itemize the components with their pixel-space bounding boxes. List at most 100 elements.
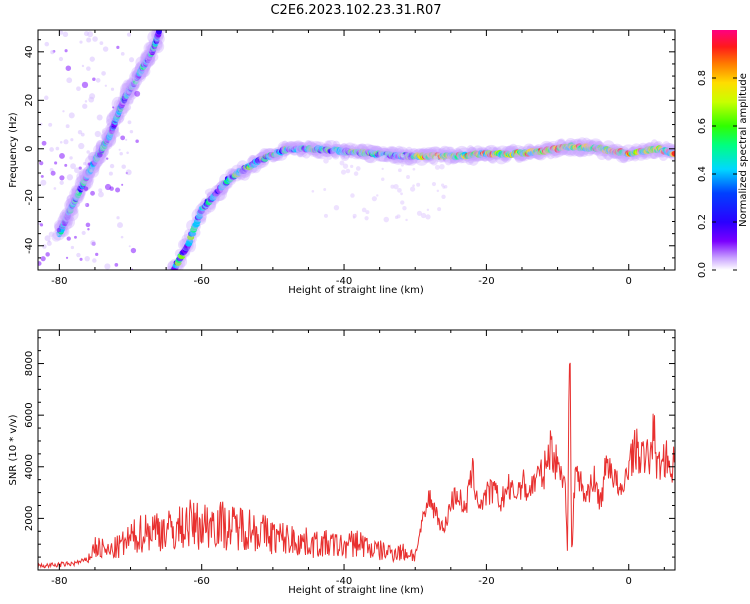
speckle-dot: [81, 81, 89, 89]
speckle-dot: [44, 95, 49, 101]
speckle-dot: [55, 146, 60, 151]
speckle-dot: [81, 230, 86, 236]
speckle-dot: [59, 180, 64, 185]
speckle-dot: [98, 191, 104, 198]
heatmap-speckle: [38, 30, 451, 270]
speckle-dot: [49, 147, 54, 152]
speckle-dot: [426, 208, 430, 212]
speckle-dot: [79, 40, 83, 44]
speckle-dot: [323, 188, 327, 191]
spectrogram-frame: [37, 29, 676, 271]
speckle-dot: [371, 196, 377, 202]
speckle-dot: [125, 169, 132, 176]
speckle-dot: [69, 156, 73, 160]
speckle-dot: [38, 261, 42, 266]
speckle-dot: [70, 163, 76, 170]
speckle-dot: [400, 153, 405, 158]
speckle-dot: [59, 175, 65, 181]
speckle-dot: [95, 252, 99, 256]
speckle-dot: [364, 216, 369, 221]
speckle-dot: [77, 129, 83, 135]
snr-axes: -80 -60 -40 -20 0 2000 4000 6000 8000: [24, 330, 675, 587]
spectrogram-panel: -80 -60 -40 -20 0 -40 -20 0 20 40 Height of strai…: [8, 29, 676, 296]
speckle-dot: [350, 193, 355, 198]
speckle-dot: [126, 151, 129, 155]
speckle-dot: [436, 189, 440, 193]
colorbar-label: Normalized spectral amplitude: [738, 73, 749, 227]
speckle-dot: [119, 151, 123, 156]
speckle-dot: [365, 210, 370, 215]
speckle-dot: [114, 263, 119, 267]
speckle-dot: [420, 212, 427, 219]
speckle-dot: [397, 187, 402, 193]
speckle-dot: [59, 140, 63, 144]
speckle-dot: [81, 64, 85, 68]
speckle-dot: [84, 255, 90, 262]
spectrogram-ylabel: Frequency (Hz): [8, 112, 19, 188]
speckle-dot: [412, 184, 415, 187]
speckle-dot: [416, 210, 423, 216]
speckle-dot: [80, 132, 85, 137]
speckle-dot: [65, 124, 70, 129]
speckle-dot: [40, 179, 47, 186]
speckle-dot: [88, 156, 94, 162]
y-tick-label: 6000: [24, 402, 35, 427]
speckle-dot: [126, 32, 132, 37]
speckle-dot: [400, 200, 405, 205]
speckle-dot: [76, 86, 81, 92]
speckle-dot: [340, 169, 347, 175]
speckle-dot: [353, 171, 359, 176]
speckle-dot: [96, 114, 103, 121]
y-tick-label: 4000: [24, 454, 35, 479]
speckle-dot: [40, 174, 44, 178]
speckle-dot: [53, 187, 57, 190]
heatmap-cell: [155, 30, 162, 35]
speckle-dot: [98, 188, 103, 193]
speckle-dot: [323, 213, 328, 218]
speckle-dot: [70, 138, 74, 142]
speckle-dot: [390, 184, 395, 189]
speckle-dot: [82, 103, 88, 109]
speckle-dot: [44, 235, 51, 242]
speckle-dot: [350, 164, 354, 169]
speckle-dot: [99, 41, 104, 45]
speckle-dot: [135, 139, 139, 143]
speckle-dot: [50, 50, 55, 55]
x-tick-label: 0: [626, 276, 632, 287]
speckle-dot: [124, 104, 132, 111]
speckle-dot: [74, 167, 80, 174]
speckle-dot: [65, 256, 69, 259]
speckle-dot: [89, 56, 95, 62]
speckle-dot: [128, 57, 135, 63]
speckle-dot: [120, 51, 125, 56]
y-tick-label: 40: [24, 45, 35, 58]
speckle-dot: [108, 140, 112, 144]
speckle-dot: [85, 222, 91, 228]
snr-series-line: [38, 362, 675, 569]
speckle-dot: [84, 203, 88, 206]
speckle-dot: [311, 189, 315, 193]
speckle-dot: [63, 139, 69, 145]
speckle-dot: [376, 194, 379, 197]
speckle-dot: [40, 256, 46, 262]
speckle-dot: [66, 77, 73, 84]
colorbar-ticks: 0.0 0.2 0.4 0.6 0.8: [697, 70, 737, 278]
speckle-dot: [339, 160, 345, 166]
speckle-dot: [412, 167, 416, 171]
speckle-dot: [75, 190, 80, 194]
speckle-dot: [379, 156, 385, 161]
speckle-dot: [416, 182, 421, 187]
speckle-dot: [352, 216, 356, 219]
x-tick-label: 0: [626, 576, 632, 587]
speckle-dot: [83, 186, 89, 191]
x-tick-label: -60: [194, 576, 210, 587]
speckle-dot: [121, 183, 124, 186]
speckle-dot: [62, 31, 69, 38]
main-track: [165, 137, 675, 270]
snr-frame: [37, 329, 676, 571]
speckle-dot: [62, 110, 65, 113]
speckle-dot: [397, 168, 402, 173]
x-tick-label: -20: [478, 276, 494, 287]
speckle-dot: [402, 206, 407, 211]
